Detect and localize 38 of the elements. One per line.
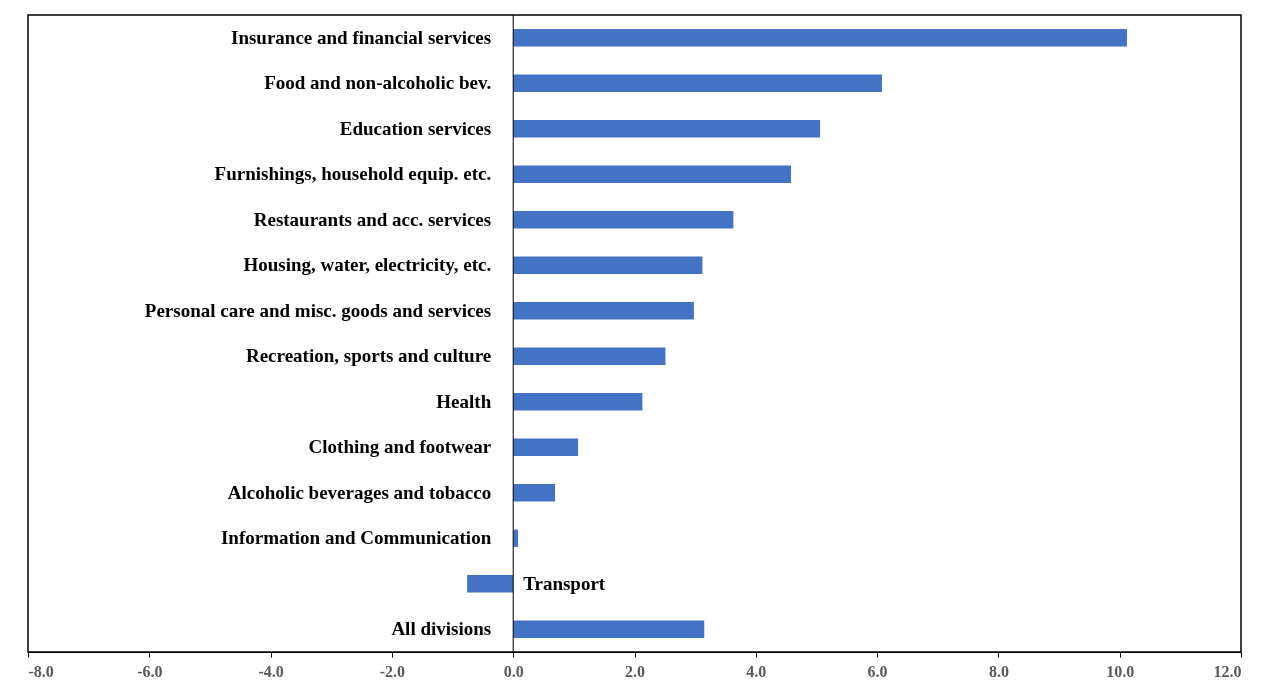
bar — [513, 120, 821, 138]
bar — [467, 575, 514, 593]
x-tick-label: -6.0 — [137, 662, 163, 680]
bar — [513, 165, 791, 183]
y-tick-label: Housing, water, electricity, etc. — [243, 254, 492, 276]
x-tick-label: 8.0 — [988, 662, 1009, 680]
bar — [513, 302, 694, 320]
x-tick-label: 12.0 — [1213, 662, 1242, 680]
bar — [513, 256, 703, 274]
y-tick-label: Personal care and misc. goods and services — [144, 299, 492, 321]
x-tick-label: 0.0 — [503, 662, 524, 680]
bar — [513, 620, 705, 638]
bar — [513, 29, 1127, 47]
y-tick-label: Health — [436, 390, 492, 412]
y-tick-label: Clothing and footwear — [308, 436, 492, 458]
y-tick-label: Alcoholic beverages and tobacco — [227, 481, 492, 503]
y-tick-label: Insurance and financial services — [231, 26, 492, 48]
y-tick-label: Restaurants and acc. services — [253, 208, 492, 230]
bar — [513, 438, 579, 456]
y-tick-label: All divisions — [391, 618, 492, 640]
y-tick-label: Information and Communication — [220, 527, 492, 549]
y-tick-label: Transport — [523, 572, 606, 594]
bar — [513, 393, 643, 411]
x-tick-label: -4.0 — [258, 662, 284, 680]
x-tick-label: 6.0 — [867, 662, 888, 680]
y-tick-label: Food and non-alcoholic bev. — [264, 72, 492, 94]
y-tick-label: Recreation, sports and culture — [245, 345, 492, 367]
bar — [513, 211, 734, 229]
bar — [513, 347, 666, 365]
bar — [513, 74, 882, 92]
y-tick-label: Furnishings, household equip. etc. — [214, 163, 492, 185]
x-tick-label: 10.0 — [1106, 662, 1135, 680]
y-tick-label: Education services — [339, 117, 492, 139]
x-tick-label: -2.0 — [379, 662, 406, 680]
bar — [513, 484, 556, 502]
x-tick-label: -8.0 — [28, 662, 54, 680]
x-tick-label: 2.0 — [625, 662, 645, 680]
x-tick-label: 4.0 — [746, 662, 767, 680]
